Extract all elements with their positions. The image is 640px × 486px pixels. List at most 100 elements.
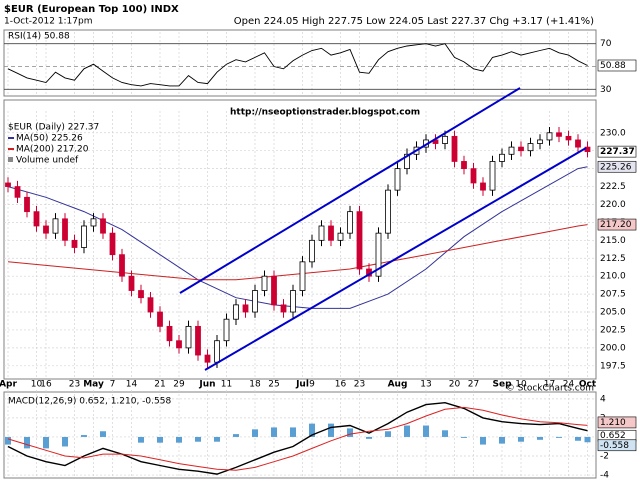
candle-body	[309, 239, 315, 263]
legend-volume: Volume undef	[16, 156, 79, 166]
histogram-bar	[233, 434, 239, 437]
histogram-bar	[5, 436, 11, 445]
candle-body	[442, 135, 448, 144]
x-tick-label: 10	[515, 380, 527, 390]
histogram-bar	[537, 436, 543, 440]
histogram-bar	[309, 423, 315, 437]
candle-body	[252, 290, 258, 313]
x-tick-label: Sep	[492, 380, 512, 390]
ma-last-label: 217.20	[600, 220, 632, 230]
x-tick-label: 25	[268, 380, 279, 390]
candle-body	[451, 135, 458, 162]
symbol-title: $EUR (European Top 100) INDX	[4, 4, 179, 15]
histogram-bar	[480, 436, 486, 445]
x-tick-label: 9	[309, 380, 315, 390]
histogram-bar	[43, 436, 49, 449]
candle-body	[109, 232, 116, 256]
candle-body	[33, 211, 40, 227]
candle-body	[489, 161, 496, 191]
histogram-bar	[518, 436, 524, 442]
x-tick-label: 24	[563, 380, 575, 390]
candle-body	[537, 139, 543, 144]
legend-entry: MA(50) 225.26	[16, 134, 83, 144]
candle-body	[5, 182, 11, 187]
ma-last-label-box	[597, 160, 637, 173]
histogram-bar	[24, 436, 30, 449]
candle-body	[337, 232, 344, 241]
candle-body	[565, 135, 572, 141]
candle-body	[128, 275, 135, 291]
x-tick-label: Apr	[0, 380, 17, 390]
y-tick-label: 70	[600, 39, 612, 49]
histogram-bar	[442, 430, 448, 437]
y-tick-label: 30	[600, 85, 612, 95]
histogram-bar	[584, 436, 591, 443]
candle-body	[14, 186, 21, 198]
y-tick-label: 202.5	[600, 325, 626, 335]
histogram-bar	[290, 427, 296, 437]
candle-body	[242, 304, 249, 313]
candle-body	[185, 325, 192, 349]
legend-swatch	[8, 157, 13, 162]
histogram-bar	[100, 431, 106, 437]
y-tick-label: 205.0	[600, 308, 626, 318]
rsi-panel	[3, 29, 597, 97]
rsi-line	[7, 43, 588, 87]
y-tick-label: 210.0	[600, 272, 626, 282]
histogram-bar	[328, 423, 334, 437]
candle-body	[195, 325, 201, 356]
x-tick-label: 23	[354, 380, 365, 390]
signal-last-label-box	[597, 416, 637, 429]
candle-body	[204, 354, 211, 363]
candle-body	[347, 211, 353, 234]
candle-body	[176, 340, 182, 349]
histogram-bar	[271, 427, 277, 437]
histogram-bar	[81, 435, 87, 437]
candle-body	[356, 211, 363, 270]
y-tick-label: 215.0	[600, 236, 626, 246]
y-tick-label: -2	[600, 452, 609, 462]
x-tick-label: Aug	[388, 380, 408, 390]
rsi-legend: RSI(14) 50.88	[8, 32, 70, 42]
candle-body	[52, 218, 59, 234]
candle-body	[461, 161, 467, 170]
candle-body	[546, 132, 553, 141]
histogram-bar	[423, 425, 429, 437]
candle-body	[470, 168, 477, 184]
histogram-bar	[252, 429, 258, 437]
candle-body	[575, 139, 581, 148]
rsi-last-label-box	[597, 59, 637, 72]
candle-body	[271, 275, 277, 306]
candle-body	[90, 218, 97, 227]
price-panel	[3, 99, 597, 380]
candle-body	[394, 168, 401, 191]
date-stamp: 1-Oct-2012 1:17pm	[4, 17, 93, 27]
x-tick-label: 27	[468, 380, 479, 390]
histogram-bar	[195, 436, 201, 442]
quote-line: Open 224.05 High 227.75 Low 224.05 Last …	[234, 16, 594, 27]
candle-body	[100, 218, 106, 234]
histogram-bar	[366, 436, 372, 439]
x-tick-label: 23	[69, 380, 80, 390]
candle-body	[138, 290, 144, 299]
candle-body	[527, 143, 534, 152]
x-tick-label: 18	[249, 380, 261, 390]
histogram-bar	[385, 431, 391, 437]
x-tick-label: May	[83, 380, 104, 390]
hist-last-label-box	[597, 439, 637, 452]
y-tick-label: 230.0	[600, 128, 626, 138]
x-tick-label: 17	[544, 380, 555, 390]
y-tick-label: -4	[600, 471, 609, 481]
legend-entry: MA(200) 217.20	[16, 145, 89, 155]
price-last-label: 227.37	[600, 147, 635, 157]
candle-body	[385, 189, 391, 234]
channel-lower	[204, 147, 587, 371]
legend-price: $EUR (Daily) 227.37	[8, 123, 99, 133]
histogram-bar	[62, 436, 68, 447]
histogram-bar	[404, 425, 410, 437]
y-tick-label: 4	[600, 394, 606, 404]
histogram-bar	[499, 436, 505, 444]
candle-body	[404, 153, 410, 170]
moving-average	[7, 224, 588, 281]
